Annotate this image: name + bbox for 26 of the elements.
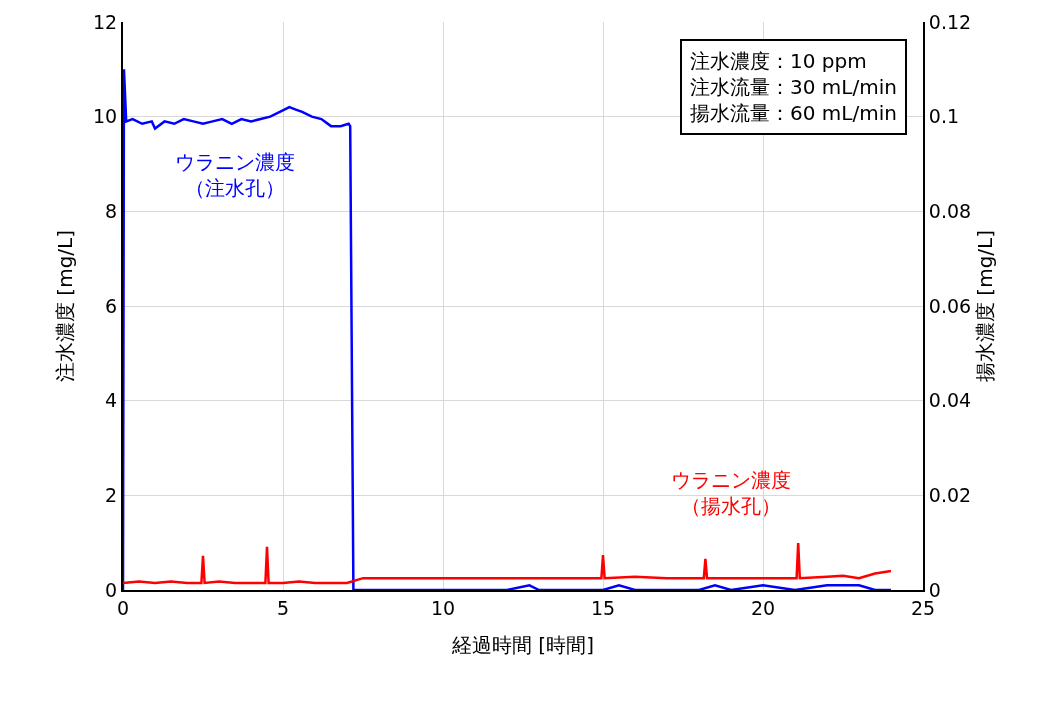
x-tick-label: 20 — [750, 596, 776, 619]
y-tick-label: 4 — [105, 389, 118, 412]
y-tick-label: 0 — [105, 578, 118, 601]
x-tick-label: 10 — [430, 596, 456, 619]
y-tick-label: 10 — [93, 105, 118, 128]
x-axis-title: 経過時間 [時間] — [451, 632, 594, 657]
y2-axis-title: 揚水濃度 [mg/L] — [973, 229, 998, 383]
y-tick-label: 8 — [105, 199, 118, 222]
y2-tick-label: 0.12 — [928, 10, 972, 33]
annotation: 揚水流量：60 mL/min — [690, 101, 897, 125]
y-tick-label: 2 — [105, 483, 118, 506]
x-tick-label: 5 — [276, 596, 290, 619]
y-axis-title: 注水濃度 [mg/L] — [53, 229, 77, 383]
y2-tick-label: 0.06 — [928, 294, 972, 317]
annotation: 注水濃度：10 ppm — [690, 49, 867, 73]
y2-tick-label: 0.1 — [928, 105, 960, 128]
annotation: 注水流量：30 mL/min — [690, 75, 897, 99]
y2-tick-label: 0.08 — [928, 199, 972, 222]
line-series — [123, 541, 893, 585]
y2-tick-label: 0.04 — [928, 389, 972, 412]
y2-tick-label: 0.02 — [928, 483, 972, 506]
series-label: ウラニン濃度（揚水孔） — [671, 468, 791, 518]
y-tick-label: 12 — [93, 10, 118, 33]
y-tick-label: 6 — [105, 294, 118, 317]
series-label: ウラニン濃度（注水孔） — [175, 150, 295, 200]
x-tick-label: 15 — [590, 596, 616, 619]
